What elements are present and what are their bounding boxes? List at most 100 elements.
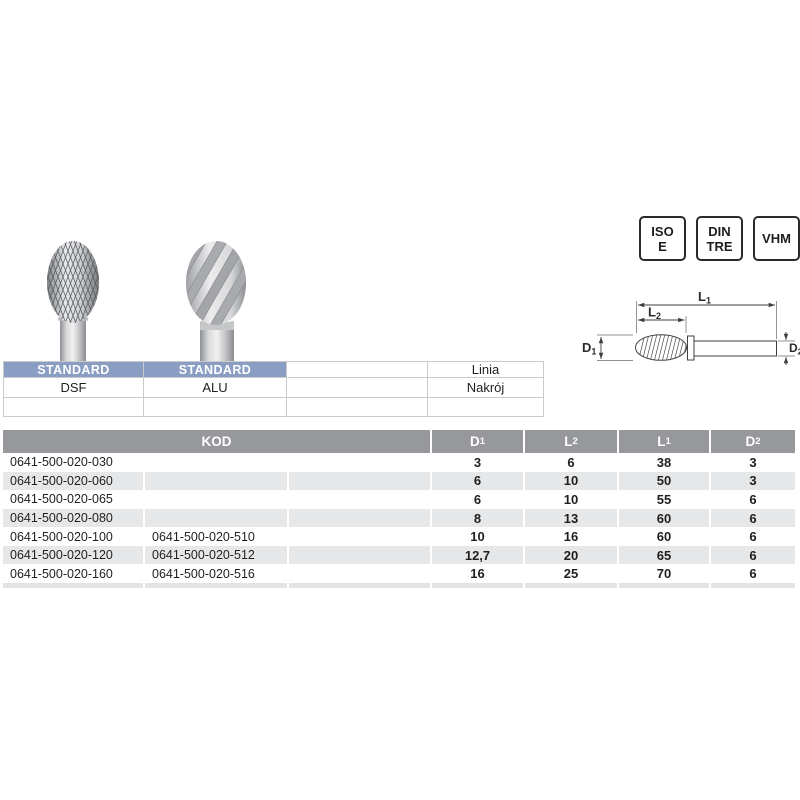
l1-cell: 60 [619, 527, 709, 546]
d1-cell: 12,7 [432, 545, 523, 565]
burr-photo-alu-cut-icon [182, 238, 252, 367]
d2-cell: 6 [711, 490, 795, 509]
table-row: 0641-500-020-120 0641-500-020-512 12,7 2… [3, 545, 795, 565]
l1-cell: 70 [619, 564, 709, 584]
badge-line: DIN [708, 223, 731, 239]
cut-type-dsf: DSF [4, 378, 143, 397]
dim-label-d2: D2 [789, 341, 800, 357]
burr-photo-double-cut-icon [38, 238, 108, 367]
spec-empty-cell [428, 398, 543, 416]
standard-badges: ISO E DIN TRE VHM [639, 216, 800, 261]
d1-cell: 3 [432, 453, 523, 472]
row-label-nakroj: Nakrój [428, 378, 543, 397]
kod2-cell [145, 490, 287, 509]
standard-band-alu: STANDARD [144, 362, 286, 377]
table-row: 0641-500-020-160 0641-500-020-516 16 25 … [3, 564, 795, 584]
d2-cell: 6 [711, 527, 795, 546]
standard-label: STANDARD [178, 362, 252, 377]
table-body: 0641-500-020-030 3 6 38 3 0641-500-020-0… [3, 453, 795, 584]
stripe-cell [3, 583, 143, 588]
kod2-cell [145, 471, 287, 491]
kod-cell: 0641-500-020-160 [3, 564, 143, 584]
empty-cell [289, 545, 430, 565]
l1-cell: 50 [619, 471, 709, 491]
stripe-cell [711, 583, 795, 588]
kod-cell: 0641-500-020-080 [3, 508, 143, 528]
l1-cell: 65 [619, 545, 709, 565]
column-header-kod: KOD [3, 430, 430, 453]
l1-cell: 60 [619, 508, 709, 528]
l2-cell: 16 [525, 527, 617, 546]
cut-type-alu: ALU [144, 378, 286, 397]
spec-empty-cell [287, 378, 427, 397]
kod2-cell: 0641-500-020-512 [145, 545, 287, 565]
d2-cell: 3 [711, 453, 795, 472]
spec-table: STANDARD STANDARD Linia DSF ALU Nakrój [3, 361, 544, 417]
d1-cell: 8 [432, 508, 523, 528]
dimension-drawing-icon: L1 L2 D1 D2 [560, 288, 800, 375]
spec-empty-cell [287, 398, 427, 416]
dim-label-l2: L2 [648, 305, 661, 322]
table-row: 0641-500-020-060 6 10 50 3 [3, 471, 795, 491]
empty-cell [289, 508, 430, 528]
l2-cell: 20 [525, 545, 617, 565]
spec-empty-cell [287, 362, 427, 377]
l1-cell: 38 [619, 453, 709, 472]
empty-cell [289, 527, 430, 546]
d2-cell: 6 [711, 545, 795, 565]
stripe-cell [432, 583, 523, 588]
spec-empty-cell [144, 398, 286, 416]
d1-cell: 10 [432, 527, 523, 546]
l2-cell: 6 [525, 453, 617, 472]
badge-line: ISO [651, 223, 674, 239]
kod2-cell [145, 508, 287, 528]
empty-cell [289, 490, 430, 509]
table-row: 0641-500-020-080 8 13 60 6 [3, 508, 795, 528]
table-row: 0641-500-020-065 6 10 55 6 [3, 490, 795, 509]
dim-label-l1: L1 [698, 289, 711, 306]
spec-empty-cell [4, 398, 143, 416]
standard-label: STANDARD [37, 362, 110, 377]
badge-line: VHM [762, 231, 791, 246]
d2-cell: 6 [711, 564, 795, 584]
stripe-cell [525, 583, 617, 588]
badge-line: E [658, 238, 667, 254]
kod2-cell: 0641-500-020-516 [145, 564, 287, 584]
l2-cell: 25 [525, 564, 617, 584]
empty-cell [289, 453, 430, 472]
stripe-cell [289, 583, 430, 588]
l2-cell: 10 [525, 490, 617, 509]
dim-label-d1: D1 [582, 340, 596, 357]
d2-cell: 6 [711, 508, 795, 528]
kod2-cell [145, 453, 287, 472]
d2-cell: 3 [711, 471, 795, 491]
table-bottom-stripe [3, 583, 795, 588]
table-row: 0641-500-020-030 3 6 38 3 [3, 453, 795, 472]
kod-cell: 0641-500-020-065 [3, 490, 143, 509]
empty-cell [289, 471, 430, 491]
d1-cell: 6 [432, 490, 523, 509]
stripe-cell [619, 583, 709, 588]
l1-cell: 55 [619, 490, 709, 509]
kod2-cell: 0641-500-020-510 [145, 527, 287, 546]
empty-cell [289, 564, 430, 584]
d1-cell: 16 [432, 564, 523, 584]
kod-cell: 0641-500-020-030 [3, 453, 143, 472]
kod-cell: 0641-500-020-060 [3, 471, 143, 491]
l2-cell: 10 [525, 471, 617, 491]
standard-band-dsf: STANDARD [4, 362, 143, 377]
badge-line: TRE [706, 238, 733, 254]
d1-cell: 6 [432, 471, 523, 491]
badge-vhm: VHM [753, 216, 800, 261]
stripe-cell [145, 583, 287, 588]
badge-din-tre: DIN TRE [696, 216, 743, 261]
row-label-linia: Linia [428, 362, 543, 377]
kod-cell: 0641-500-020-120 [3, 545, 143, 565]
badge-iso-e: ISO E [639, 216, 686, 261]
table-row: 0641-500-020-100 0641-500-020-510 10 16 … [3, 527, 795, 546]
